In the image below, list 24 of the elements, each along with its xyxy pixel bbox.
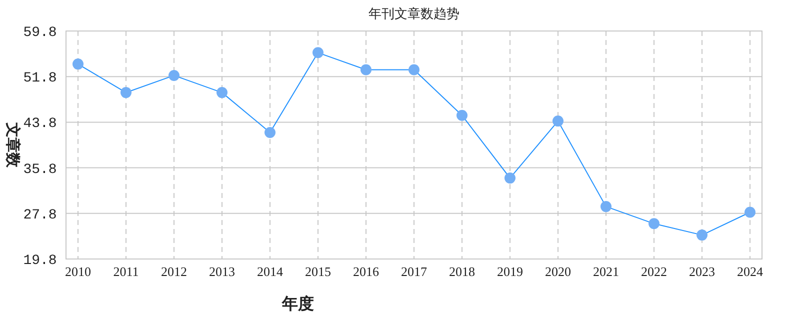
x-tick-label: 2024 [737,264,764,279]
x-tick-label: 2020 [545,264,571,279]
y-tick-label: 59.8 [23,25,57,41]
x-tick-label: 2019 [497,264,523,279]
x-tick-label: 2010 [65,264,91,279]
x-tick-label: 2016 [353,264,380,279]
x-tick-label: 2023 [689,264,715,279]
x-tick-label: 2021 [593,264,619,279]
x-tick-label: 2022 [641,264,667,279]
y-tick-label: 43.8 [23,116,57,132]
x-tick-label: 2011 [113,264,139,279]
y-tick-label: 51.8 [23,70,57,87]
y-axis-title: 文章数 [4,122,22,168]
x-axis-title: 年度 [281,294,314,313]
x-tick-label: 2015 [305,264,331,279]
x-tick-label: 2017 [401,264,428,279]
y-tick-label: 35.8 [23,162,57,178]
y-tick-label: 27.8 [23,207,57,224]
y-tick-label: 19.8 [23,253,57,269]
chart-title: 年刊文章数趋势 [368,7,460,22]
x-tick-label: 2014 [257,264,284,279]
x-tick-label: 2013 [209,264,235,279]
x-tick-label: 2012 [161,264,187,279]
x-tick-label: 2018 [449,264,475,279]
